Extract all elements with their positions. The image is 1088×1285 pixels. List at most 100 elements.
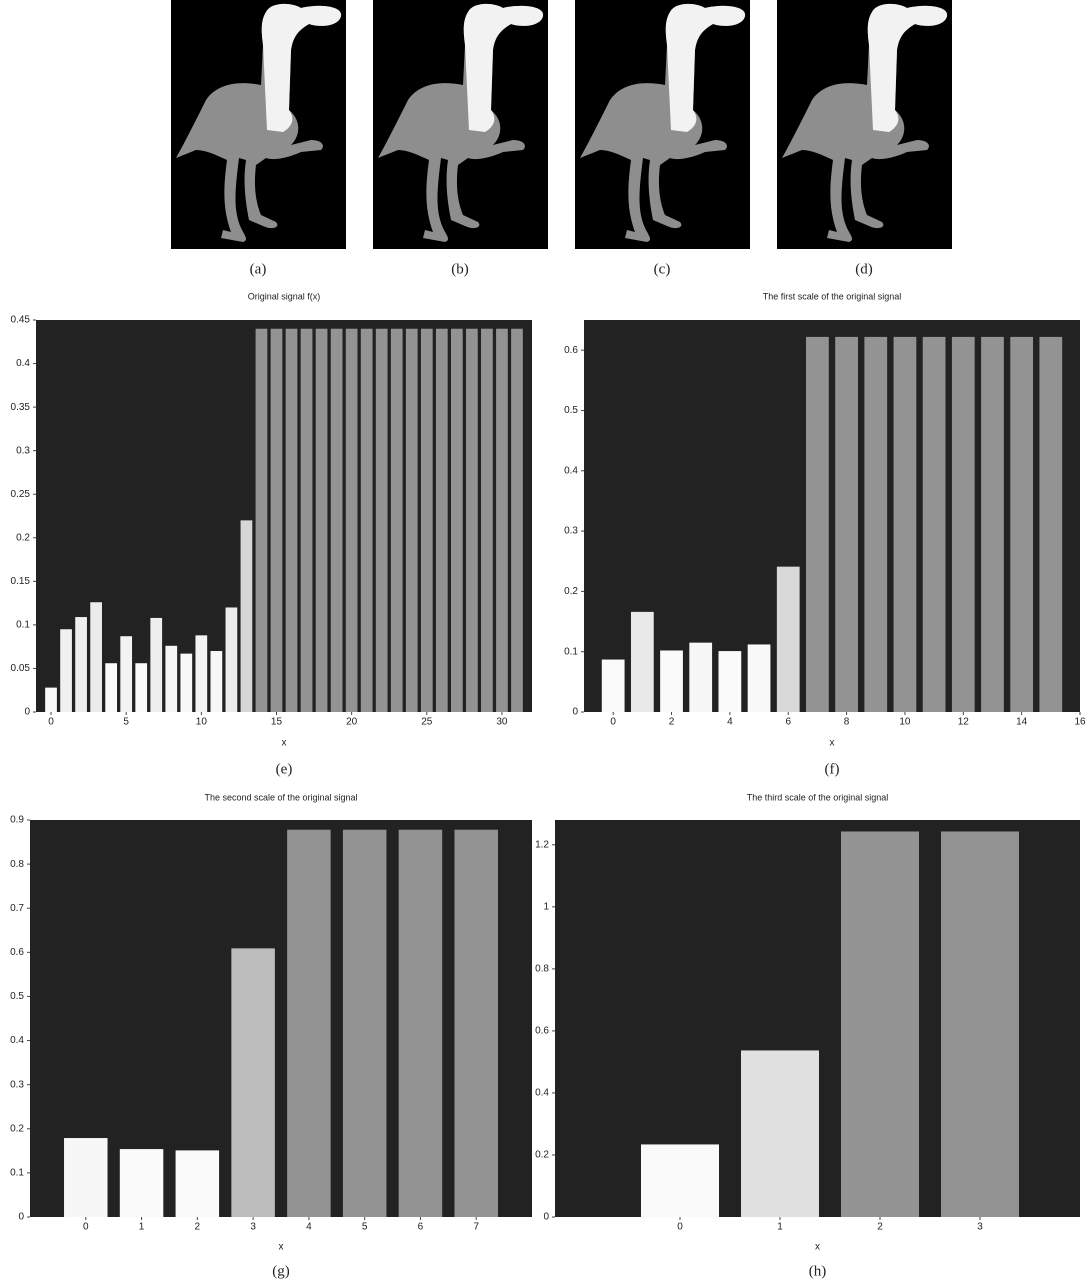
bar <box>981 337 1004 712</box>
y-tick-label: 0.5 <box>564 405 578 416</box>
bar <box>748 644 771 712</box>
chart-caption: (f) <box>825 761 840 777</box>
plot-area <box>584 320 1080 712</box>
bar <box>376 329 388 712</box>
image-b <box>373 0 548 249</box>
chart-title: The second scale of the original signal <box>204 792 357 802</box>
x-tick-label: 6 <box>418 1222 424 1233</box>
bar <box>1039 337 1062 712</box>
x-tick-label: 5 <box>362 1222 368 1233</box>
x-axis-label: x <box>282 738 287 749</box>
y-tick-label: 0.45 <box>11 315 31 326</box>
bar <box>602 660 625 712</box>
bar <box>864 337 887 712</box>
x-tick-label: 7 <box>473 1222 479 1233</box>
y-tick-label: 0.3 <box>16 445 30 456</box>
bar <box>120 1149 164 1217</box>
x-tick-label: 8 <box>844 717 850 728</box>
y-tick-label: 0.15 <box>11 576 31 587</box>
x-tick-label: 2 <box>195 1222 201 1233</box>
x-tick-label: 14 <box>1016 717 1028 728</box>
image-d <box>777 0 952 249</box>
bar <box>777 567 800 712</box>
bar <box>316 329 328 712</box>
y-tick-label: 1.2 <box>535 839 549 850</box>
y-tick-label: 0.3 <box>564 526 578 537</box>
bar <box>481 329 493 712</box>
bar <box>231 948 275 1217</box>
x-tick-label: 20 <box>346 717 358 728</box>
image-caption: (a) <box>250 261 267 277</box>
bar <box>120 636 132 712</box>
bar <box>631 612 654 712</box>
x-tick-label: 4 <box>727 717 733 728</box>
bar <box>256 329 268 712</box>
bar <box>741 1050 819 1217</box>
bar <box>60 629 72 712</box>
chart-title: Original signal f(x) <box>248 291 321 301</box>
x-tick-label: 15 <box>271 717 283 728</box>
bar <box>287 830 331 1217</box>
y-tick-label: 1 <box>543 901 549 912</box>
image-caption: (d) <box>855 261 873 277</box>
y-tick-label: 0.3 <box>10 1079 24 1090</box>
chart-caption: (e) <box>276 761 293 777</box>
y-tick-label: 0.5 <box>10 991 24 1002</box>
y-tick-label: 0.2 <box>564 586 578 597</box>
y-tick-label: 0.6 <box>10 947 24 958</box>
bar <box>841 831 919 1217</box>
bar <box>150 618 162 712</box>
bar <box>399 830 443 1217</box>
y-tick-label: 0.7 <box>10 903 24 914</box>
bar <box>45 688 57 712</box>
bar <box>689 643 712 712</box>
y-tick-label: 0 <box>543 1212 549 1223</box>
bar <box>923 337 946 712</box>
figure: (a) (b) (c) (d) Original signal f(x)00.0… <box>0 0 1088 1285</box>
bar <box>719 651 742 712</box>
bar <box>105 663 117 712</box>
bar <box>466 329 478 712</box>
bar <box>135 663 147 712</box>
image-caption: (b) <box>451 261 469 277</box>
bar <box>451 329 463 712</box>
y-tick-label: 0.05 <box>11 663 31 674</box>
bar <box>343 830 387 1217</box>
y-tick-label: 0.1 <box>10 1168 24 1179</box>
y-tick-label: 0.4 <box>10 1035 24 1046</box>
bar <box>211 651 223 712</box>
chart-title: The first scale of the original signal <box>763 291 902 301</box>
x-tick-label: 0 <box>610 717 616 728</box>
bar <box>301 329 313 712</box>
bar <box>346 329 358 712</box>
y-tick-label: 0.4 <box>535 1088 549 1099</box>
bar <box>641 1144 719 1217</box>
x-tick-label: 10 <box>196 717 208 728</box>
bar <box>894 337 917 712</box>
x-tick-label: 2 <box>877 1222 883 1233</box>
y-tick-label: 0.8 <box>535 964 549 975</box>
y-tick-label: 0.4 <box>564 465 578 476</box>
bar <box>195 635 207 712</box>
x-tick-label: 10 <box>899 717 911 728</box>
bar <box>511 329 523 712</box>
bar <box>941 831 1019 1217</box>
bar <box>361 329 373 712</box>
x-tick-label: 6 <box>785 717 791 728</box>
image-c <box>575 0 750 249</box>
bar <box>226 607 238 712</box>
x-tick-label: 2 <box>669 717 675 728</box>
x-tick-label: 25 <box>421 717 433 728</box>
x-axis-label: x <box>815 1242 820 1253</box>
chart-title: The third scale of the original signal <box>747 792 889 802</box>
bar <box>835 337 858 712</box>
y-tick-label: 0.1 <box>564 646 578 657</box>
x-tick-label: 12 <box>958 717 970 728</box>
bar <box>180 654 192 712</box>
bar <box>391 329 403 712</box>
y-tick-label: 0.2 <box>10 1123 24 1134</box>
bar <box>406 329 418 712</box>
bar <box>241 520 253 712</box>
x-axis-label: x <box>830 738 835 749</box>
x-tick-label: 3 <box>977 1222 983 1233</box>
